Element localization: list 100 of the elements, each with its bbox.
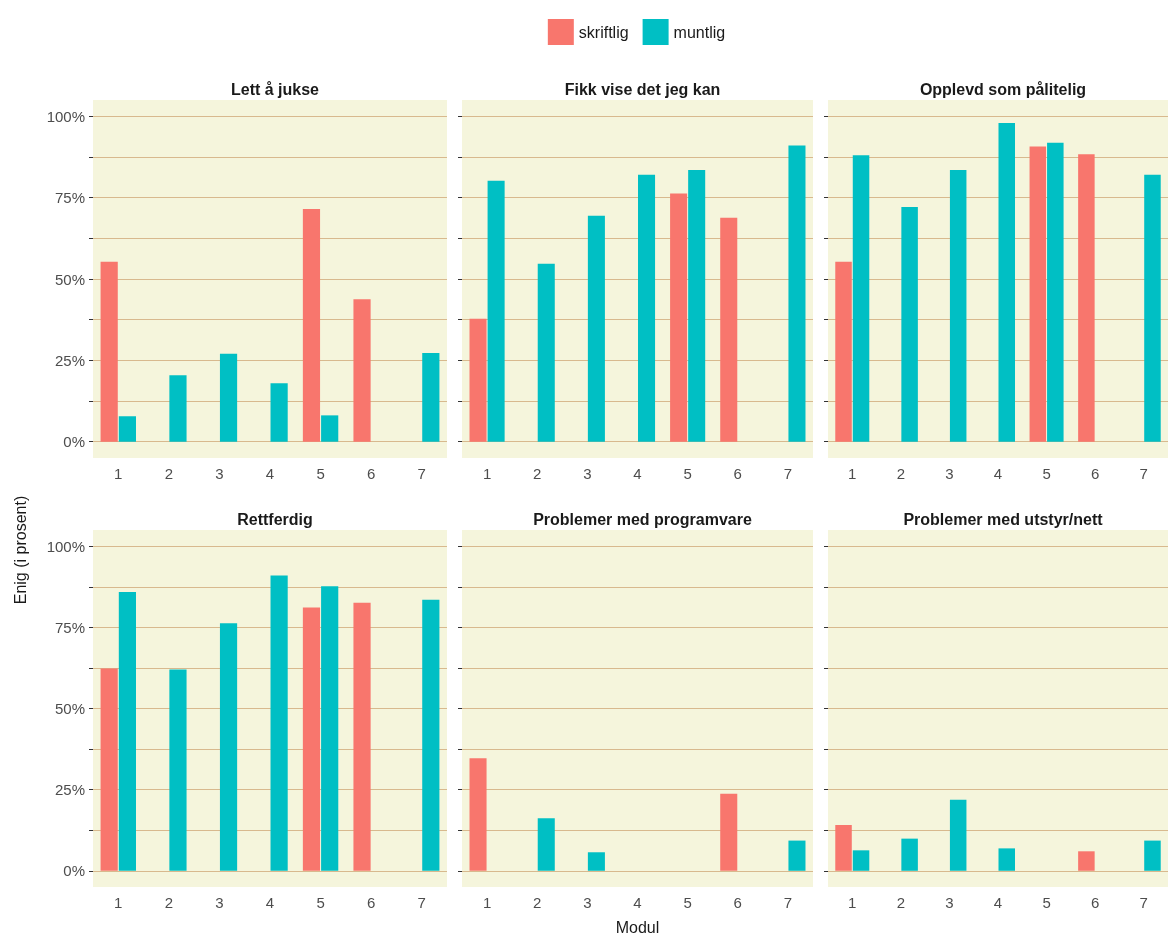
x-tick-label: 4: [633, 465, 642, 482]
x-tick-label: 2: [164, 465, 174, 482]
x-tick-label: 2: [164, 894, 174, 911]
bar: [587, 852, 605, 871]
x-tick-label: 2: [896, 894, 906, 911]
bar: [118, 416, 136, 442]
x-tick-label: 7: [1139, 465, 1148, 482]
chart-title: Fikk vise det jeg kan: [564, 80, 721, 98]
x-tick-label: 1: [848, 894, 857, 911]
bar: [1029, 146, 1047, 442]
x-tick-label: 7: [417, 465, 426, 482]
y-tick-label: 25%: [54, 351, 85, 369]
bar: [118, 591, 136, 871]
x-tick-label: 6: [733, 465, 742, 482]
x-tick-label: 3: [583, 465, 592, 482]
x-tick-label: 4: [265, 465, 275, 482]
x-tick-label: 4: [265, 894, 275, 911]
bar: [469, 758, 487, 871]
bar: [835, 825, 852, 871]
bar: [720, 793, 738, 871]
chart-title: Opplevd som pålitelig: [919, 80, 1087, 98]
bar: [1078, 851, 1095, 871]
bar: [901, 207, 918, 442]
y-tick-label: 50%: [54, 700, 85, 717]
bar: [835, 261, 852, 442]
x-tick-label: 4: [993, 465, 1003, 482]
bar: [469, 318, 487, 442]
x-tick-label: 5: [1042, 465, 1051, 482]
bar: [670, 193, 688, 442]
bar: [998, 123, 1016, 442]
x-tick-label: 5: [316, 465, 325, 482]
x-tick-label: 6: [1090, 465, 1100, 482]
bar: [302, 607, 321, 871]
x-tick-label: 1: [114, 465, 123, 482]
y-tick-label: 100%: [46, 107, 85, 125]
bar: [852, 850, 870, 871]
x-tick-label: 3: [583, 894, 592, 911]
x-axis-title: Modul: [615, 918, 660, 935]
bar: [788, 840, 806, 871]
y-tick-label: 100%: [46, 537, 85, 555]
chart-title: Problemer med utstyr/nett: [903, 510, 1104, 528]
legend-label: skriftlig: [578, 23, 629, 41]
y-axis-title: Enig (i prosent): [11, 495, 29, 605]
y-tick-label: 75%: [54, 618, 85, 636]
y-tick-label: 50%: [54, 270, 85, 288]
bar: [422, 352, 440, 442]
x-tick-label: 5: [683, 465, 692, 482]
bar: [169, 669, 187, 871]
x-tick-label: 6: [366, 465, 376, 482]
bar: [901, 838, 918, 871]
x-tick-label: 1: [848, 465, 857, 482]
x-tick-label: 5: [1042, 894, 1051, 911]
bar: [688, 169, 706, 442]
bar: [720, 217, 738, 442]
bar: [353, 299, 371, 442]
x-tick-label: 1: [482, 465, 492, 482]
x-tick-label: 2: [533, 465, 542, 482]
bar: [1078, 154, 1095, 442]
bar: [537, 263, 555, 442]
bar: [587, 215, 605, 442]
x-tick-label: 7: [1139, 894, 1148, 911]
x-tick-label: 7: [783, 465, 793, 482]
bar: [169, 375, 187, 442]
bar: [100, 668, 118, 871]
x-tick-label: 3: [945, 465, 954, 482]
y-tick-label: 25%: [54, 781, 85, 799]
bar: [302, 209, 321, 442]
bar: [321, 415, 339, 442]
chart-title: Problemer med programvare: [533, 510, 752, 528]
bar: [1047, 142, 1064, 442]
bar: [949, 169, 967, 442]
bar: [353, 602, 371, 871]
y-tick-label: 0%: [63, 433, 85, 451]
bar: [638, 174, 656, 442]
x-tick-label: 4: [633, 894, 642, 911]
x-tick-label: 4: [993, 894, 1003, 911]
bar: [537, 818, 555, 871]
bar: [219, 353, 238, 442]
y-tick-label: 0%: [63, 862, 85, 880]
x-tick-label: 6: [366, 894, 376, 911]
chart-title: Lett å jukse: [230, 80, 320, 98]
bar: [219, 623, 238, 871]
x-tick-label: 6: [733, 894, 742, 911]
bar: [100, 261, 118, 442]
bar: [788, 145, 806, 442]
x-tick-label: 3: [215, 465, 224, 482]
bar: [270, 383, 288, 442]
x-tick-label: 1: [482, 894, 492, 911]
bar: [1144, 840, 1161, 871]
x-tick-label: 6: [1090, 894, 1100, 911]
x-tick-label: 1: [114, 894, 123, 911]
bar: [422, 599, 440, 871]
y-tick-label: 75%: [54, 189, 85, 207]
x-tick-label: 2: [533, 894, 542, 911]
bar: [1144, 174, 1161, 442]
bar: [998, 848, 1016, 871]
bar: [270, 575, 288, 871]
x-tick-label: 7: [783, 894, 793, 911]
chart-title: Rettferdig: [237, 510, 313, 528]
x-tick-label: 3: [215, 894, 224, 911]
